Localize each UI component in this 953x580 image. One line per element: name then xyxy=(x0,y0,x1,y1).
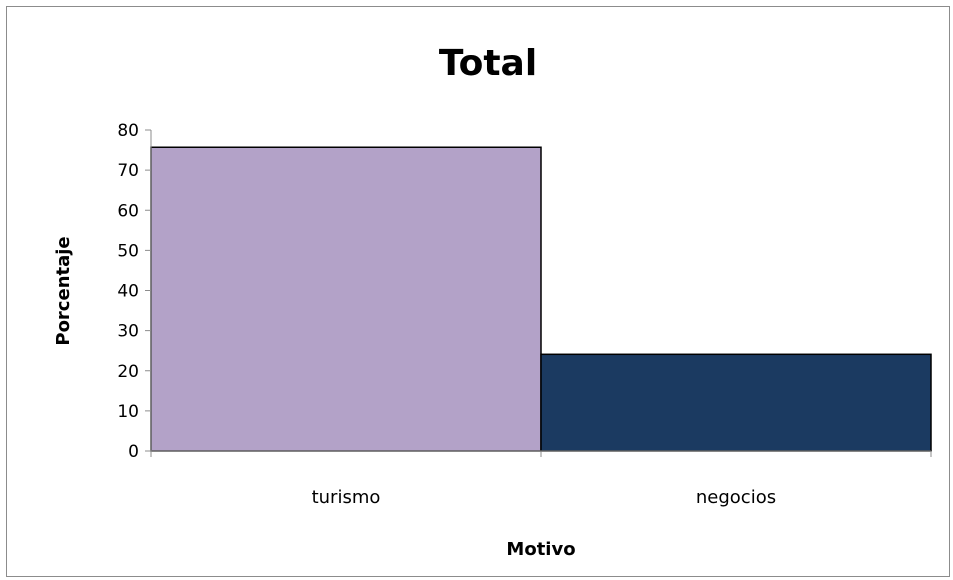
y-axis-title: Porcentaje xyxy=(53,236,74,345)
x-axis-title: Motivo xyxy=(506,539,575,560)
y-tick-label: 20 xyxy=(117,362,139,382)
x-category-label: negocios xyxy=(696,487,776,508)
bar-turismo xyxy=(150,146,542,452)
y-tick-label: 40 xyxy=(117,282,139,302)
y-tick-label: 70 xyxy=(117,161,139,181)
y-tick-label: 50 xyxy=(117,241,139,261)
y-tick-label: 0 xyxy=(128,442,139,462)
y-tick-label: 80 xyxy=(117,121,139,141)
y-tick-label: 60 xyxy=(117,201,139,221)
chart-title: Total xyxy=(439,43,537,84)
y-tick-label: 10 xyxy=(117,402,139,422)
x-category-label: turismo xyxy=(312,487,381,508)
plot-area: 0 10 20 30 40 50 60 70 80 turismo negocios xyxy=(117,121,932,508)
bar-negocios xyxy=(540,353,932,452)
y-tick-label: 30 xyxy=(117,322,139,342)
